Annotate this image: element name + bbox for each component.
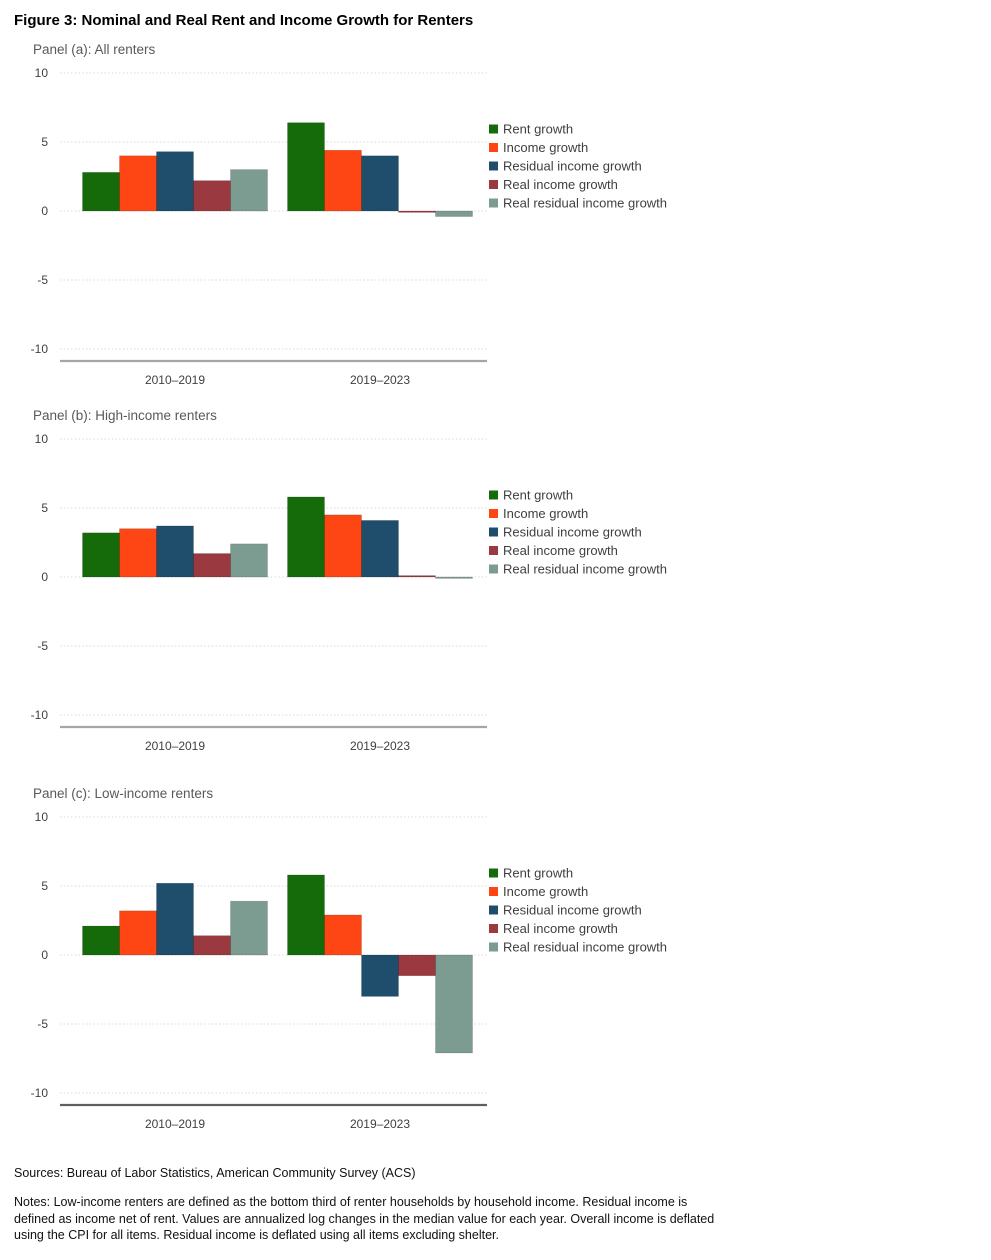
y-tick-label: -5 <box>37 639 48 653</box>
legend-label: Residual income growth <box>503 903 642 918</box>
panel-c-chart: 10 5 0 -5 -10 2010–2019 2019–2023 Rent growth In… <box>31 810 667 1131</box>
bar <box>156 525 194 578</box>
x-axis-label: 2019–2023 <box>350 739 410 753</box>
bar <box>230 169 268 212</box>
legend-swatch <box>489 198 498 208</box>
legend-label: Residual income growth <box>503 159 642 174</box>
legend-label: Rent growth <box>503 122 573 137</box>
bar <box>119 155 157 212</box>
bar <box>287 874 325 956</box>
legend-swatch <box>489 143 498 152</box>
bar <box>324 149 362 212</box>
y-tick-label: 10 <box>35 432 49 446</box>
legend-label: Real residual income growth <box>503 940 667 955</box>
legend-swatch <box>489 564 498 574</box>
bar <box>82 925 120 956</box>
y-tick-label: 0 <box>41 948 48 962</box>
bar <box>193 935 231 956</box>
legend-label: Income growth <box>503 506 588 521</box>
legend-label: Real residual income growth <box>503 196 667 211</box>
bar <box>156 882 194 956</box>
y-tick-label: -5 <box>37 1017 48 1031</box>
legend-swatch <box>489 180 498 189</box>
y-tick-label: 0 <box>41 570 48 584</box>
panel-a-chart: 10 5 0 -5 -10 2010–2019 2019–2023 Rent growth In… <box>31 66 667 387</box>
bar <box>156 151 194 212</box>
bar <box>287 122 325 212</box>
x-axis-label: 2010–2019 <box>145 739 205 753</box>
bar <box>435 576 473 579</box>
bar <box>398 575 436 578</box>
bar <box>324 514 362 578</box>
legend-label: Real income growth <box>503 543 618 558</box>
figure-title: Figure 3: Nominal and Real Rent and Inco… <box>14 12 474 29</box>
legend-label: Real income growth <box>503 921 618 936</box>
y-tick-label: -10 <box>31 342 49 356</box>
legend-swatch <box>489 868 498 878</box>
legend-swatch <box>489 924 498 933</box>
bar <box>82 532 120 578</box>
legend-swatch <box>489 527 498 537</box>
panel-a-title: Panel (a): All renters <box>33 42 156 57</box>
y-tick-label: 5 <box>41 501 48 515</box>
legend-swatch <box>489 490 498 500</box>
legend-swatch <box>489 509 498 518</box>
bar <box>119 910 157 956</box>
legend-label: Income growth <box>503 140 588 155</box>
bar <box>361 520 399 578</box>
y-tick-label: 10 <box>35 66 49 80</box>
panel-a: Panel (a): All renters 10 5 0 -5 -10 2010–201… <box>25 42 785 397</box>
panel-b-title: Panel (b): High-income renters <box>33 408 217 423</box>
x-axis-label: 2010–2019 <box>145 373 205 387</box>
legend-label: Income growth <box>503 884 588 899</box>
bar <box>361 155 399 212</box>
legend-swatch <box>489 161 498 171</box>
bar <box>82 172 120 212</box>
y-tick-label: -5 <box>37 273 48 287</box>
notes-text: Notes: Low-income renters are defined as… <box>14 1195 715 1242</box>
y-tick-label: 5 <box>41 879 48 893</box>
sources-text: Sources: Bureau of Labor Statistics, Ame… <box>14 1166 416 1180</box>
bar <box>361 954 399 997</box>
bar <box>193 553 231 578</box>
legend-label: Residual income growth <box>503 525 642 540</box>
panel-c: Panel (c): Low-income renters 10 5 0 -5 -10 2… <box>25 786 785 1141</box>
bar <box>398 210 436 213</box>
panel-c-title: Panel (c): Low-income renters <box>33 786 214 801</box>
legend-label: Rent growth <box>503 488 573 503</box>
bar <box>435 954 473 1054</box>
bar <box>230 543 268 578</box>
y-tick-label: -10 <box>31 1086 49 1100</box>
y-tick-label: -10 <box>31 708 49 722</box>
legend-swatch <box>489 942 498 952</box>
panel-b-chart: 10 5 0 -5 -10 2010–2019 2019–2023 Rent growth In… <box>31 432 667 753</box>
bar <box>287 496 325 578</box>
x-axis-label: 2019–2023 <box>350 1117 410 1131</box>
legend-swatch <box>489 124 498 134</box>
bar <box>324 914 362 956</box>
y-tick-label: 0 <box>41 204 48 218</box>
bar <box>193 180 231 212</box>
bar <box>119 528 157 578</box>
panel-b: Panel (b): High-income renters 10 5 0 -5 -10… <box>25 408 785 763</box>
y-tick-label: 10 <box>35 810 49 824</box>
x-axis-label: 2010–2019 <box>145 1117 205 1131</box>
bar <box>230 900 268 956</box>
x-axis-label: 2019–2023 <box>350 373 410 387</box>
legend-swatch <box>489 905 498 915</box>
legend-swatch <box>489 887 498 896</box>
bar <box>435 210 473 217</box>
legend-label: Rent growth <box>503 866 573 881</box>
legend-label: Real residual income growth <box>503 562 667 577</box>
bar <box>398 954 436 977</box>
legend-swatch <box>489 546 498 555</box>
legend-label: Real income growth <box>503 177 618 192</box>
y-tick-label: 5 <box>41 135 48 149</box>
